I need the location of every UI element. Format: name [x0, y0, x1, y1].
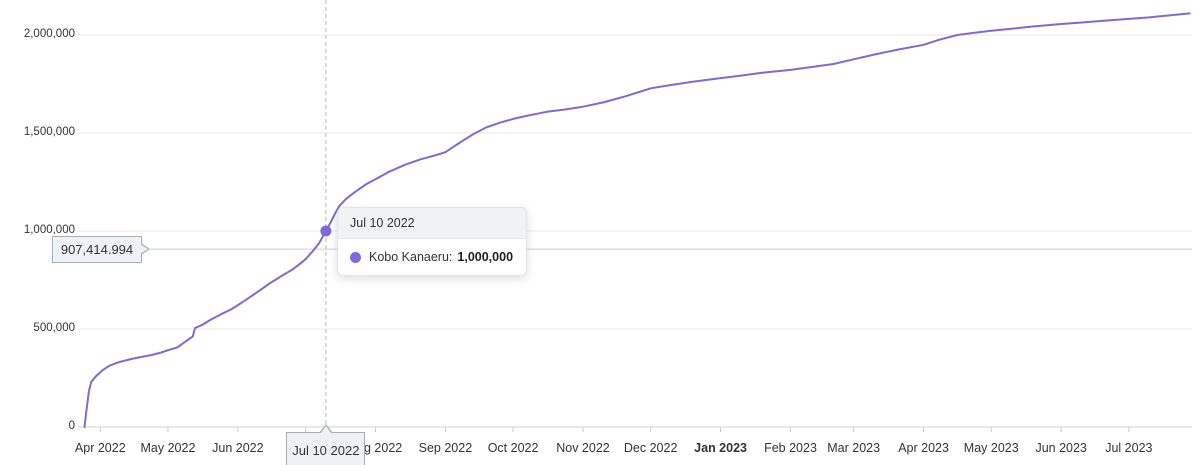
series-line-kobo-kanaeru[interactable] [83, 12, 1191, 428]
series-marker-icon [350, 251, 361, 263]
x-axis-tick-label: May 2023 [963, 441, 1019, 455]
x-crosshair-label: Jul 10 2022 [286, 424, 366, 465]
x-axis-tick-label: Apr 2022 [74, 441, 126, 455]
x-axis-tick-label: Sep 2022 [418, 441, 473, 455]
x-axis-tick-label: May 2022 [140, 441, 196, 455]
tooltip-body: Kobo Kanaeru: 1,000,000 [338, 239, 526, 275]
y-label-arrow-icon [140, 243, 148, 254]
y-crosshair-label: 907,414.994 [52, 235, 150, 263]
y-axis-tick-label: 1,000,000 [23, 224, 75, 236]
x-axis-tick-label: Nov 2022 [556, 441, 610, 455]
x-axis-tick-label: Oct 2022 [487, 441, 539, 455]
tooltip-series-value: 1,000,000 [457, 250, 514, 264]
y-axis-tick-label: 1,500,000 [23, 126, 75, 138]
x-axis-tick-label: Jul 2023 [1105, 441, 1153, 455]
x-axis-tick-label: Apr 2023 [898, 441, 949, 455]
y-axis-tick-label: 2,000,000 [23, 28, 75, 40]
x-axis-tick-label: Feb 2023 [764, 441, 817, 455]
x-axis-tick-label: Jun 2023 [1035, 441, 1087, 455]
x-axis-tick-label: Mar 2023 [827, 441, 881, 455]
tooltip-series-label: Kobo Kanaeru: [369, 250, 453, 264]
y-crosshair-value: 907,414.994 [60, 241, 134, 257]
y-axis-tick-label: 500,000 [33, 322, 75, 334]
x-label-arrow-icon [319, 426, 332, 434]
x-axis-tick-label: Jun 2022 [212, 441, 264, 455]
x-crosshair-value: Jul 10 2022 [292, 442, 360, 458]
tooltip-date-header: Jul 10 2022 [338, 208, 526, 239]
y-axis-tick-label: 0 [68, 420, 75, 432]
tooltip: Jul 10 2022 Kobo Kanaeru: 1,000,000 [337, 207, 527, 276]
x-axis-tick-label: Jan 2023 [694, 441, 747, 455]
hovered-point-marker[interactable] [320, 225, 332, 237]
x-axis-tick-label: Dec 2022 [623, 441, 678, 455]
